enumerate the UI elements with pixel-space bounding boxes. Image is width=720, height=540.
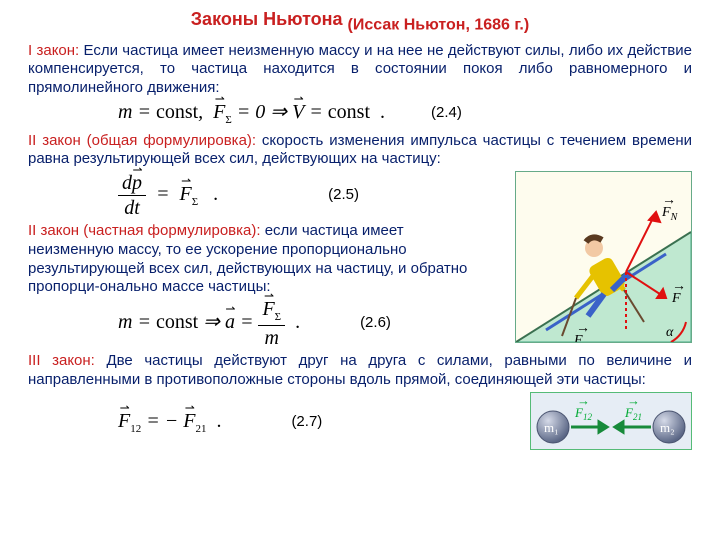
law3-text: III закон: Две частицы действуют друг на… bbox=[28, 352, 692, 390]
law1-body: Если частица имеет неизменную массу и на… bbox=[28, 42, 692, 97]
svg-text:α: α bbox=[666, 325, 674, 340]
law3-lead: III закон: bbox=[28, 352, 95, 369]
skier-illustration: → FN → F → Fт α bbox=[515, 171, 692, 352]
slide: Законы Ньютона (Иссак Ньютон, 1686 г.) I… bbox=[0, 0, 720, 540]
law2b-text: II закон (частная формулировка): если ча… bbox=[28, 222, 488, 297]
law3-body: Две частицы действуют друг на друга с си… bbox=[28, 352, 692, 388]
eq1-formula: m = const, ⇀FΣ = 0 ⇒ ⇀V = const . bbox=[118, 100, 385, 128]
bottom-row: ⇀F12 = − ⇀F21 . (2.7) bbox=[28, 392, 692, 456]
law1-text: I закон: Если частица имеет неизменную м… bbox=[28, 42, 692, 98]
balls-illustration: → F12 → F21 m₁ m₂ bbox=[530, 392, 692, 456]
mid-block: d⇀pdt = ⇀FΣ . (2.5) II закон (частная фо… bbox=[28, 171, 692, 352]
eq4-formula: ⇀F12 = − ⇀F21 . bbox=[118, 409, 221, 437]
svg-text:m₁: m₁ bbox=[544, 420, 559, 435]
law2a-text: II закон (общая формулировка): скорость … bbox=[28, 132, 692, 170]
law2b-lead: II закон (частная формулировка): bbox=[28, 222, 261, 239]
eq3-formula: m = const ⇒ ⇀a = ⇀FΣ m . bbox=[118, 299, 300, 348]
equation-2-5: d⇀pdt = ⇀FΣ . (2.5) bbox=[28, 173, 505, 218]
page-title: Законы Ньютона (Иссак Ньютон, 1686 г.) bbox=[28, 8, 692, 36]
eq3-num: (2.6) bbox=[360, 314, 391, 333]
equation-2-4: m = const, ⇀FΣ = 0 ⇒ ⇀V = const . (2.4) bbox=[28, 100, 692, 128]
equation-2-7: ⇀F12 = − ⇀F21 . (2.7) bbox=[28, 409, 530, 437]
svg-text:m₂: m₂ bbox=[660, 420, 675, 435]
equation-2-6: m = const ⇒ ⇀a = ⇀FΣ m . (2.6) bbox=[28, 299, 505, 348]
eq2-formula: d⇀pdt = ⇀FΣ . bbox=[118, 173, 218, 218]
title-main: Законы Ньютона bbox=[191, 9, 343, 29]
law2a-lead: II закон (общая формулировка): bbox=[28, 132, 256, 149]
eq2-num: (2.5) bbox=[328, 186, 359, 205]
svg-text:F: F bbox=[671, 291, 681, 306]
eq1-num: (2.4) bbox=[431, 104, 462, 123]
title-sub: (Иссак Ньютон, 1686 г.) bbox=[348, 17, 530, 34]
law1-lead: I закон: bbox=[28, 42, 79, 59]
eq4-num: (2.7) bbox=[291, 413, 322, 432]
